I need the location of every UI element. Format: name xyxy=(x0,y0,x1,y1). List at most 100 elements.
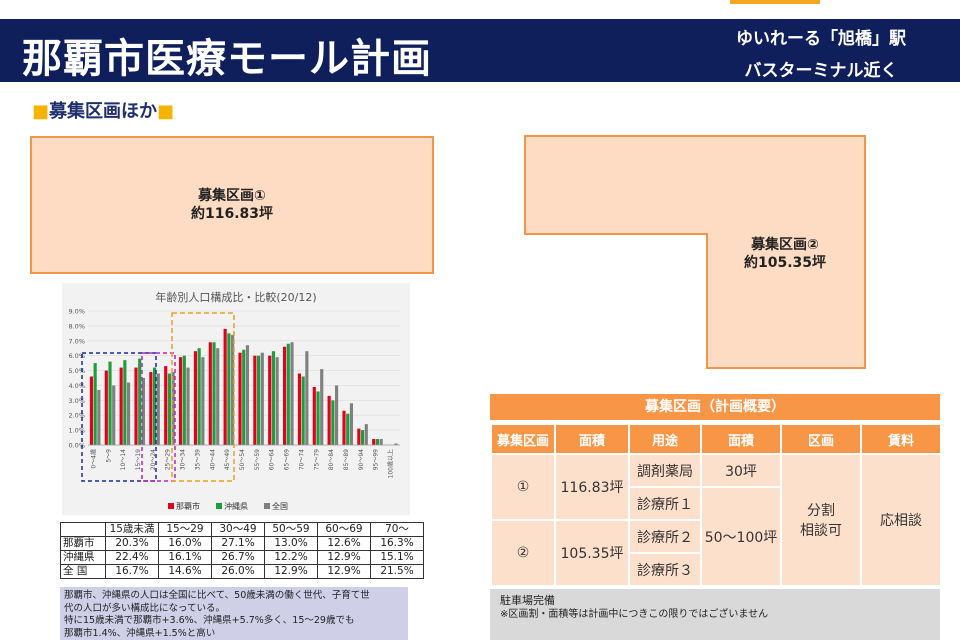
plan-table: 募集区画 面積 用途 面積 区画 賃料 ① 116.83坪 調剤薬局 30坪 分… xyxy=(490,423,942,587)
table-row: 那覇市 20.3% 16.0% 27.1% 13.0% 12.6% 16.3% xyxy=(60,536,424,551)
y-tick-label: 2.0% xyxy=(68,412,85,420)
x-tick-label: 85～89 xyxy=(343,449,350,470)
use-cell: 調剤薬局 xyxy=(628,453,702,488)
bar xyxy=(283,346,287,445)
bar xyxy=(167,373,172,445)
x-tick-label: 100歳以上 xyxy=(387,449,395,478)
bar xyxy=(238,352,242,445)
bar xyxy=(286,343,290,445)
plot-number: ② xyxy=(490,519,556,587)
table-header: 70～ xyxy=(370,522,424,537)
x-tick-label: 5～9 xyxy=(105,449,112,463)
table-header: 15～29 xyxy=(158,522,212,537)
legend-label: 那覇市 xyxy=(176,501,200,511)
table-cell: 12.9% xyxy=(317,550,371,565)
table-header: 用途 xyxy=(628,423,702,455)
note-line: 那覇市1.4%、沖縄県+1.5%と高い xyxy=(64,627,216,639)
bar xyxy=(197,348,201,445)
plot-1-area: 約116.83坪 xyxy=(190,206,274,222)
x-tick-label: 75～79 xyxy=(313,449,320,470)
age-chart-svg: 年齢別人口構成比・比較(20/12) 0.0% 1.0% 2.0% 3.0% 4.0% 5.… xyxy=(68,290,400,511)
table-header: 賃料 xyxy=(860,423,942,455)
x-tick-label: 55～59 xyxy=(254,449,261,470)
plan-table-title: 募集区画（計画概要） xyxy=(490,394,940,420)
bar xyxy=(297,373,302,445)
bar xyxy=(364,424,368,445)
row-label: 全 国 xyxy=(60,564,106,579)
table-header: 15歳未満 xyxy=(105,522,159,537)
highlight-box-30-49 xyxy=(171,312,235,482)
bar xyxy=(182,355,186,445)
bar xyxy=(134,367,138,445)
header-bar xyxy=(0,19,960,82)
plot-2-shape xyxy=(524,135,866,369)
x-tick-label: 20～24 xyxy=(150,449,157,470)
bar xyxy=(394,443,398,445)
table-cell: 21.5% xyxy=(370,564,424,579)
bar xyxy=(357,428,361,445)
table-header: 面積 xyxy=(700,423,782,455)
bar xyxy=(335,385,339,445)
page-title: 那覇市医療モール計画 xyxy=(22,36,432,82)
table-cell: 26.0% xyxy=(211,564,265,579)
bar xyxy=(156,373,160,445)
table-cell: 14.6% xyxy=(158,564,212,579)
bar xyxy=(193,351,198,445)
x-tick-label: 15～19 xyxy=(135,449,142,470)
bar xyxy=(216,348,220,445)
bar xyxy=(123,360,127,445)
note-line: 那覇市、沖縄県の人口は全国に比べて、50歳未満の働く世代、子育て世 xyxy=(64,590,370,601)
bar xyxy=(257,355,261,445)
bar xyxy=(171,372,175,445)
table-cell: 12.9% xyxy=(317,564,371,579)
age-composition-table: 15歳未満 15～29 30～49 50～59 60～69 70～ 那覇市 20… xyxy=(60,522,424,579)
bar xyxy=(253,355,257,445)
plot-area: 105.35坪 xyxy=(554,519,630,587)
table-cell: 12.9% xyxy=(264,564,318,579)
bar xyxy=(316,391,320,445)
age-chart: 年齢別人口構成比・比較(20/12) 0.0% 1.0% 2.0% 3.0% 4.0% 5.… xyxy=(62,283,410,515)
section-title: 募集区画ほか xyxy=(49,101,158,122)
division-cell: 分割 相談可 xyxy=(780,453,862,587)
y-tick-label: 9.0% xyxy=(68,308,85,316)
rent-cell: 応相談 xyxy=(860,453,942,587)
bar xyxy=(327,395,331,445)
bar xyxy=(164,366,168,445)
y-tick-label: 8.0% xyxy=(68,322,85,330)
table-header: 区画 xyxy=(780,423,862,455)
plot-area: 116.83坪 xyxy=(554,453,630,521)
table-cell: 26.7% xyxy=(211,550,265,565)
bar xyxy=(312,386,316,445)
table-corner xyxy=(60,522,106,537)
bar xyxy=(349,403,354,445)
size-cell: 50～100坪 xyxy=(700,486,782,587)
bar xyxy=(97,389,101,445)
use-cell: 診療所３ xyxy=(628,552,702,587)
x-tick-label: 90～94 xyxy=(358,449,365,470)
table-header: 募集区画 xyxy=(490,423,556,455)
bar xyxy=(320,369,324,445)
table-cell: 20.3% xyxy=(105,536,159,551)
table-row: 沖縄県 22.4% 16.1% 26.7% 12.2% 12.9% 15.1% xyxy=(60,550,424,565)
bar xyxy=(93,363,97,445)
legend-swatch xyxy=(168,503,174,509)
y-tick-label: 6.0% xyxy=(68,352,85,360)
x-tick-label: 80～84 xyxy=(328,449,335,470)
bar xyxy=(104,370,108,445)
bar xyxy=(361,430,365,445)
table-header: 50～59 xyxy=(264,522,318,537)
note-line: 代の人口が多い構成比になっている。 xyxy=(64,602,226,614)
parking-note: 駐車場完備 xyxy=(500,594,555,607)
x-tick-label: 70～74 xyxy=(298,449,305,470)
bar xyxy=(290,342,294,445)
use-cell: 診療所１ xyxy=(628,486,702,521)
x-tick-label: 25～29 xyxy=(165,449,172,470)
population-note: 那覇市、沖縄県の人口は全国に比べて、50歳未満の働く世代、子育て世 代の人口が多… xyxy=(60,587,408,640)
plot-2: 募集区画② 約105.35坪 xyxy=(720,236,850,272)
y-tick-label: 1.0% xyxy=(68,427,85,435)
bar xyxy=(342,410,346,445)
bar xyxy=(179,357,183,445)
table-cell: 16.3% xyxy=(370,536,424,551)
section-heading: ■募集区画ほか■ xyxy=(32,97,174,123)
plot-number: ① xyxy=(490,453,556,521)
